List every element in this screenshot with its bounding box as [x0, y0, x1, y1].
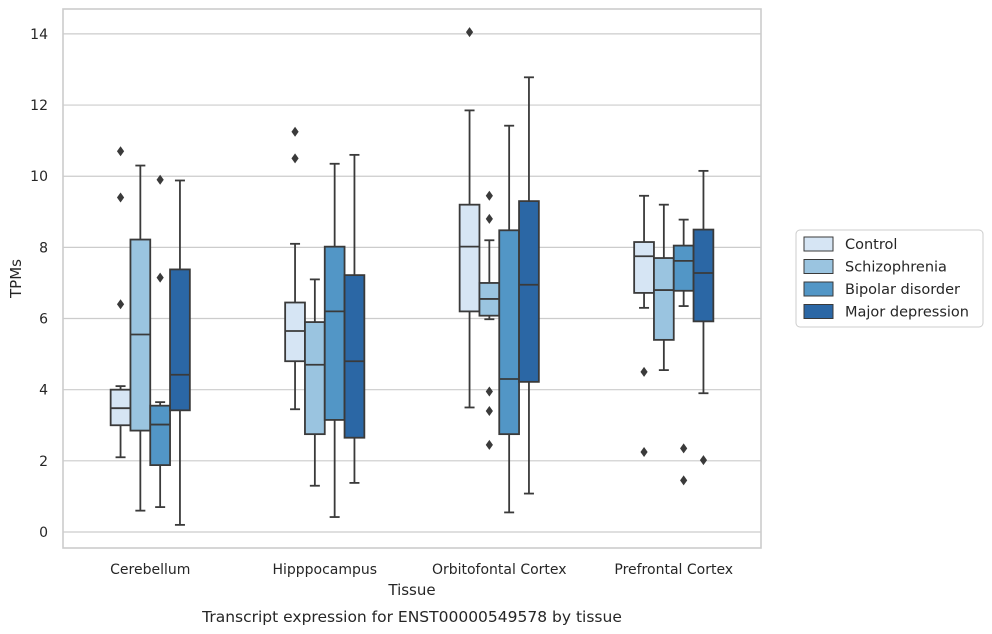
outlier-marker	[485, 386, 493, 397]
x-tick-label: Cerebellum	[110, 562, 190, 578]
y-axis-label: TPMs	[7, 259, 25, 299]
box-1-1	[304, 278, 326, 487]
outlier-marker	[640, 366, 648, 377]
box-0-2	[149, 174, 171, 508]
outlier-marker	[699, 455, 708, 466]
outlier-marker	[640, 446, 648, 457]
y-tick-label: 8	[39, 240, 48, 256]
box-0-0	[109, 146, 132, 459]
outlier-marker	[116, 299, 125, 310]
box-3-3	[692, 169, 715, 466]
box-groups	[109, 27, 715, 526]
box-iqr	[692, 228, 715, 323]
plot-frame	[62, 8, 762, 549]
legend: Control Schizophrenia Bipolar disorder Majo…	[795, 229, 984, 328]
box-2-0	[458, 27, 481, 409]
box-iqr	[343, 274, 366, 439]
y-tick-label: 0	[39, 525, 48, 541]
y-tick-label: 4	[39, 383, 48, 399]
legend-swatch	[803, 236, 834, 252]
x-tick-label: Hipppocampus	[272, 562, 377, 578]
box-1-3	[343, 153, 366, 484]
box-iqr	[169, 268, 191, 412]
outlier-marker	[465, 27, 474, 38]
outlier-marker	[116, 192, 125, 203]
y-tick-label: 2	[39, 454, 48, 470]
outlier-marker	[680, 443, 688, 454]
box-2-2	[498, 124, 520, 514]
y-axis-ticks: 0 2 4 6 8 10 12 14	[30, 27, 48, 541]
box-3-1	[653, 203, 675, 372]
box-3-2	[672, 218, 695, 486]
legend-label: Control	[845, 237, 897, 253]
box-iqr	[149, 404, 171, 467]
outlier-marker	[485, 439, 493, 450]
legend-swatch	[803, 259, 834, 274]
outlier-marker	[291, 126, 299, 137]
x-tick-label: Prefrontal Cortex	[614, 562, 733, 578]
y-tick-label: 12	[30, 98, 48, 114]
outlier-marker	[156, 174, 164, 185]
box-iqr	[498, 229, 520, 436]
box-1-2	[323, 162, 346, 518]
box-iqr	[672, 244, 695, 292]
x-axis-ticks: Cerebellum Hipppocampus Orbitofontal Corte…	[110, 562, 733, 578]
legend-label: Bipolar disorder	[845, 282, 960, 298]
outlier-marker	[291, 153, 299, 164]
outlier-marker	[485, 190, 493, 201]
outlier-marker	[485, 213, 493, 224]
box-3-0	[633, 194, 655, 457]
y-tick-label: 6	[39, 312, 48, 328]
outlier-marker	[680, 475, 688, 486]
box-2-1	[478, 190, 501, 450]
box-iqr	[304, 321, 326, 436]
box-0-3	[169, 179, 191, 526]
legend-frame	[795, 229, 984, 328]
box-iqr	[633, 241, 655, 294]
outlier-marker	[156, 272, 164, 283]
box-iqr	[323, 245, 346, 421]
legend-label: Schizophrenia	[845, 260, 947, 276]
legend-swatch	[803, 281, 834, 297]
y-tick-label: 10	[30, 169, 48, 185]
y-tick-label: 14	[30, 27, 48, 43]
box-iqr	[518, 200, 540, 383]
box-2-3	[518, 76, 540, 495]
x-axis-label: Tissue	[387, 581, 435, 599]
legend-label: Major depression	[845, 305, 969, 321]
legend-swatch	[803, 304, 834, 319]
figure-caption: Transcript expression for ENST0000054957…	[201, 608, 622, 626]
box-iqr	[653, 257, 675, 341]
outlier-marker	[116, 146, 125, 157]
box-1-0	[284, 126, 306, 411]
outlier-marker	[485, 406, 493, 417]
box-iqr	[458, 203, 481, 313]
box-0-1	[129, 164, 152, 512]
x-tick-label: Orbitofontal Cortex	[432, 562, 567, 578]
